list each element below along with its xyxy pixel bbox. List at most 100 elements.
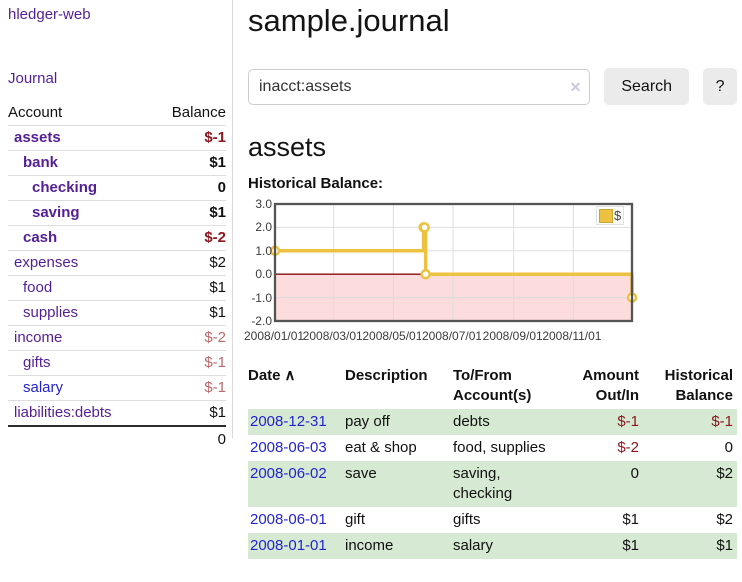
- account-link[interactable]: saving: [32, 204, 80, 221]
- transaction-date-link[interactable]: 2008-01-01: [250, 537, 327, 554]
- account-row: salary $-1: [8, 375, 226, 401]
- register-cell-description: save: [345, 465, 377, 482]
- account-row: checking 0: [8, 175, 226, 201]
- account-row: income $-2: [8, 325, 226, 351]
- account-balance: $-1: [151, 375, 226, 401]
- register-cell-date: 2008-01-01: [248, 533, 345, 559]
- account-link[interactable]: expenses: [14, 254, 79, 271]
- register-cell-description: pay off: [345, 413, 390, 430]
- register-cell-accounts: saving, checking: [453, 465, 513, 502]
- account-link[interactable]: gifts: [23, 354, 51, 371]
- account-link[interactable]: bank: [23, 154, 59, 171]
- accounts-header-balance: Balance: [151, 101, 226, 126]
- main-content: sample.journal ✕ Search ? assets Histori…: [244, 0, 737, 559]
- y-axis-tick-label: 0.0: [255, 267, 272, 282]
- register-cell-date: 2008-06-03: [248, 435, 345, 461]
- transaction-date-link[interactable]: 2008-06-03: [250, 439, 327, 456]
- register-cell-date: 2008-12-31: [248, 409, 345, 435]
- account-balance: 0: [151, 175, 226, 201]
- register-row: 2008-06-03 eat & shop food, supplies $-2 0: [248, 435, 737, 461]
- account-row: saving $1: [8, 200, 226, 226]
- account-link[interactable]: salary: [23, 379, 64, 396]
- account-row: assets $-1: [8, 126, 226, 151]
- accounts-total-row: 0: [8, 425, 226, 452]
- account-balance: $2: [151, 250, 226, 276]
- account-link[interactable]: cash: [23, 229, 58, 246]
- register-cell-balance: $2: [716, 465, 733, 482]
- search-button[interactable]: Search: [604, 68, 690, 105]
- x-axis-tick-label: 2008/07/01: [422, 329, 481, 343]
- balance-chart: 3.0 2.0 1.0 0.0 -1.0 -2.0 2008/01/01 2008/03/01…: [244, 197, 642, 343]
- account-row: expenses $2: [8, 250, 226, 276]
- register-cell-date: 2008-06-02: [248, 461, 345, 507]
- y-axis-tick-label: 3.0: [255, 197, 272, 211]
- register-cell-description: gift: [345, 511, 366, 528]
- account-link[interactable]: food: [23, 279, 53, 296]
- y-axis-tick-label: -2.0: [251, 314, 272, 328]
- register-row: 2008-06-02 save saving, checking 0 $2: [248, 461, 737, 507]
- sidebar-item-journal[interactable]: Journal: [8, 70, 58, 87]
- help-button[interactable]: ?: [703, 68, 737, 105]
- register-cell-description: eat & shop: [345, 439, 417, 456]
- x-axis-tick-label: 2008/05/01: [362, 329, 422, 343]
- register-cell-accounts: gifts: [453, 511, 481, 528]
- app-brand-link[interactable]: hledger-web: [8, 6, 91, 23]
- register-cell-accounts: debts: [453, 413, 490, 430]
- account-link[interactable]: assets: [14, 129, 61, 146]
- accounts-header-account: Account: [8, 101, 152, 126]
- register-cell-balance: $-1: [711, 413, 733, 430]
- account-link[interactable]: supplies: [23, 304, 79, 321]
- account-link[interactable]: liabilities:debts: [14, 404, 112, 421]
- register-cell-balance: $2: [716, 511, 733, 528]
- register-row: 2008-06-01 gift gifts $1 $2: [248, 507, 737, 533]
- register-header-description: Description: [345, 367, 428, 384]
- register-cell-accounts: salary: [453, 537, 494, 554]
- account-balance: $1: [151, 275, 226, 301]
- account-row: gifts $-1: [8, 350, 226, 376]
- register-cell-amount: $1: [622, 537, 639, 554]
- account-link[interactable]: checking: [32, 179, 98, 196]
- account-balance: $-1: [204, 129, 226, 146]
- search-field-wrap: ✕: [248, 68, 591, 105]
- register-header-historical: Historical Balance: [664, 367, 733, 404]
- sidebar: hledger-web Journal Account Balance asse…: [0, 0, 233, 452]
- legend-swatch-icon: [599, 208, 613, 223]
- register-cell-amount: $-1: [617, 413, 639, 430]
- chart-plot: [269, 202, 638, 323]
- account-balance: $1: [151, 300, 226, 326]
- register-header-date[interactable]: Date ∧: [248, 367, 296, 384]
- x-axis-tick-label: 2008/09/01: [482, 329, 542, 343]
- account-balance: $1: [151, 150, 226, 176]
- account-balance: $1: [151, 400, 226, 426]
- register-row: 2008-12-31 pay off debts $-1 $-1: [248, 409, 737, 435]
- account-row: cash $-2: [8, 225, 226, 251]
- account-balance: $-1: [151, 350, 226, 376]
- register-cell-description: income: [345, 537, 394, 554]
- register-cell-accounts: food, supplies: [453, 439, 546, 456]
- page-title: sample.journal: [248, 3, 450, 38]
- clear-search-icon[interactable]: ✕: [569, 78, 582, 95]
- accounts-total-value: 0: [151, 425, 226, 452]
- x-axis-tick-label: 2008/11/01: [542, 329, 602, 343]
- register-cell-amount: 0: [630, 465, 639, 482]
- register-row: 2008-01-01 income salary $1 $1: [248, 533, 737, 559]
- account-row: bank $1: [8, 150, 226, 176]
- x-axis-tick-label: 2008/01/01: [244, 329, 303, 343]
- register-cell-balance: 0: [724, 439, 733, 456]
- search-input[interactable]: [248, 68, 591, 105]
- register-cell-amount: $1: [622, 511, 639, 528]
- transaction-date-link[interactable]: 2008-06-02: [250, 465, 327, 482]
- account-heading: assets: [248, 132, 327, 162]
- account-link[interactable]: income: [14, 329, 63, 346]
- y-axis-tick-label: 2.0: [255, 220, 272, 235]
- account-balance: $-2: [151, 225, 226, 251]
- chart-section-label: Historical Balance:: [248, 175, 384, 192]
- register-cell-balance: $1: [716, 537, 733, 554]
- y-axis-tick-label: 1.0: [255, 243, 272, 258]
- register-header-tofrom: To/From Account(s): [453, 367, 532, 404]
- sort-ascending-icon: ∧: [284, 367, 296, 384]
- x-axis-tick-label: 2008/03/01: [302, 329, 362, 343]
- transaction-date-link[interactable]: 2008-12-31: [250, 413, 327, 430]
- transaction-date-link[interactable]: 2008-06-01: [250, 511, 327, 528]
- legend-label: $: [614, 208, 622, 223]
